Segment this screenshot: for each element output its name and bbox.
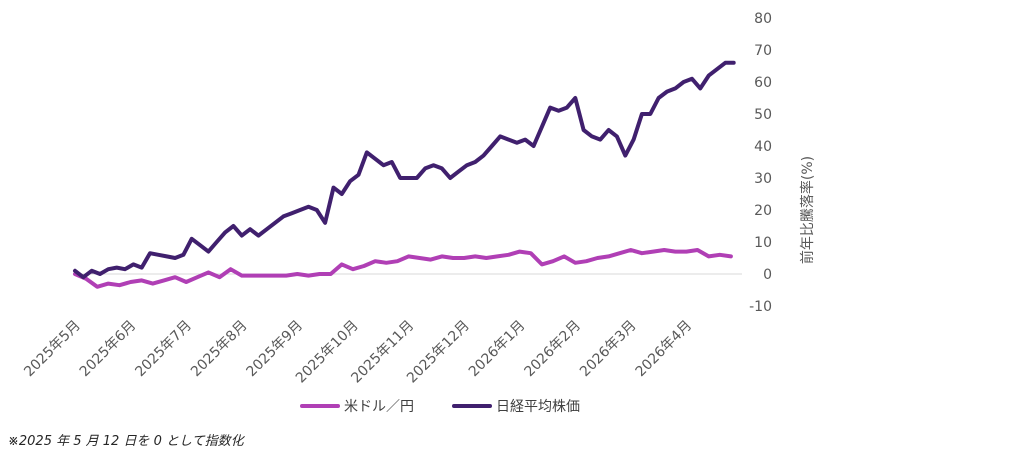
legend-item-nikkei: 日経平均株価 (452, 396, 580, 416)
x-tick-label: 2026年4月 (633, 318, 696, 381)
x-tick-label: 2026年2月 (521, 318, 584, 381)
legend-swatch-nikkei (452, 404, 492, 408)
series-line-0 (73, 248, 733, 289)
legend-swatch-usdjpy (300, 404, 340, 408)
legend: 米ドル／円 日経平均株価 (300, 396, 580, 416)
y-tick-label: 80 (754, 11, 772, 27)
x-tick-label: 2025年8月 (188, 318, 251, 381)
y-tick-label: 20 (754, 203, 772, 219)
x-tick-label: 2025年6月 (77, 318, 140, 381)
y-tick-label: -10 (749, 299, 772, 315)
y-tick-label: 0 (763, 267, 772, 283)
y-tick-label: 30 (754, 171, 772, 187)
y-tick-label: 70 (754, 43, 772, 59)
y-tick-label: 60 (754, 75, 772, 91)
x-tick-label: 2026年3月 (577, 318, 640, 381)
legend-label-nikkei: 日経平均株価 (496, 399, 580, 415)
y-tick-label: 50 (754, 107, 772, 123)
y-axis-label: 前年比騰落率(%) (799, 156, 816, 264)
x-tick-label: 2025年7月 (132, 318, 195, 381)
footnote: ※2025 年 5 月 12 日を 0 として指数化 (8, 434, 244, 449)
x-tick-label: 2025年5月 (21, 318, 84, 381)
y-tick-label: 10 (754, 235, 772, 251)
legend-label-usdjpy: 米ドル／円 (344, 399, 414, 415)
legend-item-usdjpy: 米ドル／円 (300, 396, 414, 416)
y-tick-label: 40 (754, 139, 772, 155)
series-line-1 (73, 60, 736, 280)
x-tick-label: 2026年1月 (466, 318, 529, 381)
